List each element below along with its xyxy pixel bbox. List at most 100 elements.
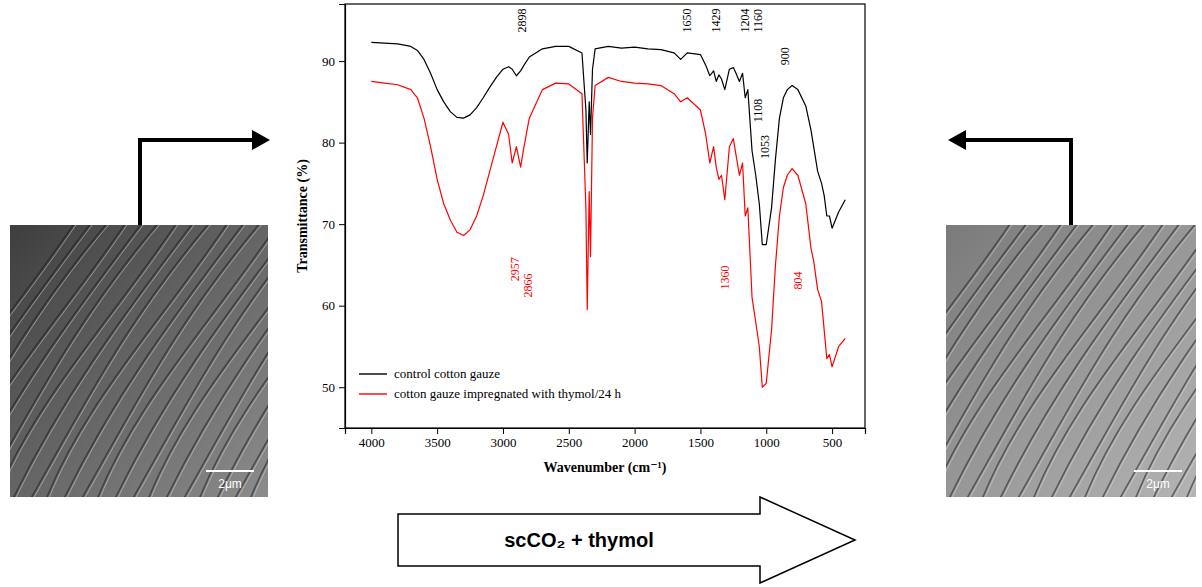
y-tick: 60: [322, 298, 345, 313]
spectrum-line: [371, 77, 845, 387]
peak-label: 2957: [508, 257, 522, 281]
peak-label: 900: [778, 47, 792, 65]
sem-fold-light: [10, 225, 184, 497]
peak-label: 1360: [718, 265, 732, 289]
sem-fold-shadow: [196, 225, 268, 497]
sem-fold-shadow: [1132, 225, 1196, 497]
x-tick-mark: [700, 428, 701, 434]
sem-fold-light: [946, 225, 1086, 497]
scale-bar-label: 2μm: [218, 477, 242, 491]
x-tick-label: 4000: [359, 435, 385, 450]
sem-fold-light: [1168, 225, 1196, 497]
sem-fold-light: [1032, 225, 1196, 497]
peak-label: 1650: [680, 9, 694, 33]
y-axis-title: Transmittance (%): [295, 159, 311, 273]
sem-fold-light: [1066, 225, 1196, 497]
sem-fold-shadow: [10, 225, 97, 497]
peak-label: 1053: [758, 135, 772, 159]
spectrum-line: [371, 42, 845, 244]
sem-fold-light: [28, 225, 218, 497]
legend-item: cotton gauze impregnated with thymol/24 …: [359, 386, 622, 401]
sem-texture: [10, 225, 268, 497]
sem-fold-shadow: [946, 225, 1033, 497]
sem-image: 2μm: [0, 215, 473, 508]
connector-arrows: [140, 130, 1071, 225]
x-tick-label: 2000: [622, 435, 648, 450]
x-tick-mark: [503, 428, 504, 434]
process-arrow: scCO₂ + thymol: [398, 497, 855, 583]
y-tick-label: 50: [322, 380, 335, 395]
sem-fold-light: [946, 225, 1018, 497]
x-tick-mark: [635, 428, 636, 434]
sem-fold-light: [198, 225, 268, 497]
y-tick-mark: [339, 306, 345, 307]
sem-fold-shadow: [979, 225, 1169, 497]
sem-texture: [946, 225, 1196, 497]
sem-fold-shadow: [145, 225, 268, 497]
sem-fold-light: [1083, 225, 1196, 497]
sem-fold-shadow: [1098, 225, 1196, 497]
arrow-head: [948, 130, 966, 150]
sem-fold-shadow: [1030, 225, 1196, 497]
x-tick-label: 3500: [425, 435, 451, 450]
process-arrow-shape: [398, 497, 855, 583]
sem-fold-light: [1049, 225, 1196, 497]
sem-image: 2μm: [826, 215, 1202, 508]
sem-fold-shadow: [1064, 225, 1196, 497]
peak-label: 1160: [751, 9, 765, 33]
peak-label: 2898: [515, 9, 529, 33]
legend-label: control cotton gauze: [394, 366, 500, 381]
sem-fold-light: [1185, 225, 1196, 497]
x-tick: 1000: [754, 428, 780, 450]
x-tick-mark: [437, 428, 438, 434]
x-tick-label: 1500: [688, 435, 714, 450]
sem-fold-light: [232, 225, 268, 497]
sem-fold-light: [1015, 225, 1196, 497]
annotations: 2898165014291204116011081053900295728661…: [508, 9, 805, 298]
scale-bar: [1134, 470, 1182, 472]
legend-label: cotton gauze impregnated with thymol/24 …: [394, 386, 622, 401]
x-tick-label: 500: [823, 435, 843, 450]
scale-bar: [206, 470, 254, 472]
y-tick-label: 60: [322, 298, 335, 313]
x-tick-mark: [766, 428, 767, 434]
sem-fold-shadow: [230, 225, 268, 497]
sem-fold-light: [96, 225, 268, 497]
y-tick-mark: [339, 143, 345, 144]
sem-fold-light: [10, 225, 82, 497]
x-tick: 2000: [622, 428, 648, 450]
y-tick-mark: [339, 387, 345, 388]
sem-fold-light: [1100, 225, 1196, 497]
x-tick: 1500: [688, 428, 714, 450]
sem-fold-light: [266, 225, 268, 497]
sem-fold-light: [1151, 225, 1196, 497]
peak-label: 1108: [751, 99, 765, 123]
sem-fold-shadow: [1149, 225, 1196, 497]
y-tick: 90: [322, 54, 345, 69]
x-tick: 3000: [490, 428, 516, 450]
x-tick: 2500: [556, 428, 582, 450]
y-tick: 50: [322, 380, 345, 395]
y-tick: 80: [322, 135, 345, 150]
sem-fold-light: [1117, 225, 1196, 497]
x-tick-label: 2500: [556, 435, 582, 450]
sem-fold-shadow: [1183, 225, 1196, 497]
sem-fold-shadow: [213, 225, 268, 497]
peak-label: 1204: [738, 9, 752, 33]
sem-fold-shadow: [10, 225, 165, 497]
y-tick-label: 90: [322, 54, 335, 69]
legend: control cotton gauze cotton gauze impregn…: [359, 366, 622, 401]
scale-bar-label: 2μm: [1146, 477, 1170, 491]
x-tick-mark: [832, 428, 833, 434]
peak-label: 804: [791, 271, 805, 289]
sem-fold-light: [946, 225, 1069, 497]
sem-fold-light: [164, 225, 268, 497]
y-tick-label: 70: [322, 217, 335, 232]
x-tick-mark: [569, 428, 570, 434]
sem-fold-shadow: [162, 225, 268, 497]
arrow-head: [252, 130, 270, 150]
x-tick: 4000: [359, 428, 385, 450]
sem-fold-shadow: [1081, 225, 1196, 497]
x-tick-label: 3000: [490, 435, 516, 450]
sem-fold-light: [130, 225, 268, 497]
